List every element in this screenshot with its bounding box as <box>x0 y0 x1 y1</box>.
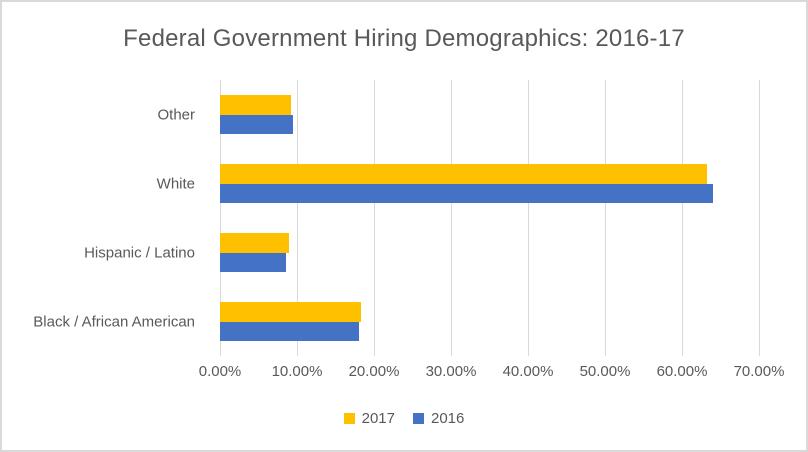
bar-hispanic-latino-2016 <box>220 252 287 272</box>
x-axis-tick-label: 70.00% <box>733 363 785 380</box>
gridline <box>296 80 298 356</box>
x-axis-tick-label: 30.00% <box>425 363 477 380</box>
gridline <box>373 80 375 356</box>
plot-area <box>219 80 760 356</box>
x-axis-tick-label: 40.00% <box>502 363 554 380</box>
bar-black-african-american-2017 <box>220 302 361 322</box>
bar-other-2016 <box>220 114 294 134</box>
legend: 2017 2016 <box>2 410 806 427</box>
legend-item-2017: 2017 <box>343 410 395 427</box>
x-axis-tick-label: 60.00% <box>656 363 708 380</box>
gridline <box>681 80 683 356</box>
legend-label-2017: 2017 <box>361 410 395 427</box>
x-axis-tick-label: 20.00% <box>348 363 400 380</box>
legend-item-2016: 2016 <box>413 410 464 427</box>
bar-hispanic-latino-2017 <box>220 233 290 253</box>
gridline <box>604 80 606 356</box>
legend-swatch-2016 <box>413 413 424 424</box>
legend-swatch-2017 <box>343 413 355 424</box>
chart-title: Federal Government Hiring Demographics: … <box>123 25 685 52</box>
bar-black-african-american-2016 <box>220 321 359 341</box>
bar-other-2017 <box>220 95 291 115</box>
category-label-hispanic-latino: Hispanic / Latino <box>84 244 195 261</box>
x-axis-tick-label: 50.00% <box>579 363 631 380</box>
category-label-black-african-american: Black / African American <box>33 313 195 330</box>
gridline <box>758 80 760 356</box>
bar-white-2017 <box>220 164 707 184</box>
gridline <box>450 80 452 356</box>
category-label-other: Other <box>157 106 195 123</box>
gridline <box>527 80 529 356</box>
legend-label-2016: 2016 <box>431 410 465 427</box>
bar-white-2016 <box>220 183 713 203</box>
category-label-white: White <box>156 175 195 192</box>
x-axis-tick-label: 10.00% <box>271 363 323 380</box>
x-axis-tick-label: 0.00% <box>198 363 242 380</box>
gridline <box>219 80 221 356</box>
